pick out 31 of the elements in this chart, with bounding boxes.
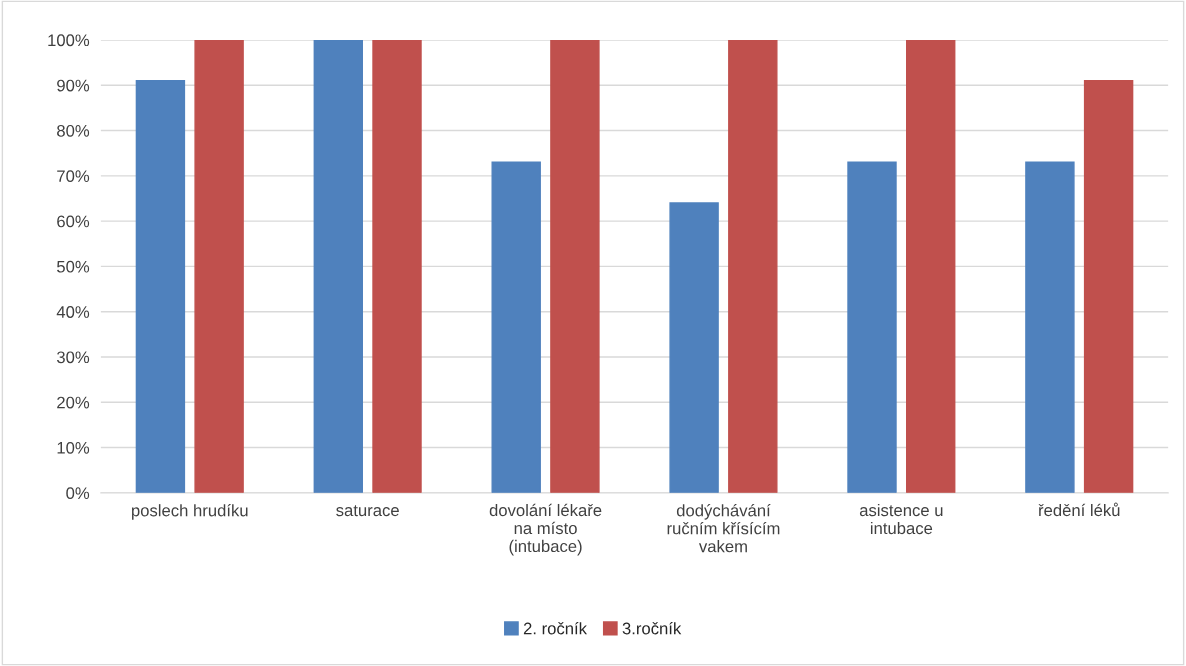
y-tick-label: 70% — [57, 170, 90, 183]
y-tick-label: 40% — [56, 306, 90, 318]
bar — [669, 202, 719, 493]
bar — [194, 39, 244, 493]
bar — [135, 80, 186, 493]
bar — [491, 161, 541, 493]
y-tick-label: 100% — [48, 34, 90, 47]
bar — [906, 39, 956, 493]
x-tick-label: ředění léků — [1038, 502, 1120, 517]
bar — [1083, 80, 1134, 493]
legend-label: 3.ročník — [622, 621, 682, 635]
x-tick-label: dovolání lékaře na místo (intubace) — [489, 503, 602, 556]
x-tick-label: saturace — [336, 505, 399, 517]
bar — [1025, 161, 1075, 493]
bar — [847, 161, 897, 493]
bar — [550, 39, 600, 493]
legend-label: 2. ročník — [523, 621, 588, 635]
y-tick-label: 0% — [66, 487, 90, 500]
bar — [313, 39, 364, 493]
y-tick-label: 60% — [57, 215, 90, 228]
x-tick-label: asistence u intubace — [859, 503, 943, 535]
x-tick-label: poslech hrudíku — [132, 503, 248, 520]
y-tick-label: 50% — [57, 260, 90, 273]
y-tick-label: 30% — [56, 351, 90, 364]
x-tick-label: dodýchávání ručním křísícím vakem — [667, 503, 780, 553]
y-tick-label: 10% — [57, 441, 90, 454]
bar — [372, 39, 422, 493]
y-tick-label: 20% — [57, 396, 90, 409]
y-tick-label: 90% — [57, 79, 90, 92]
y-tick-label: 80% — [57, 124, 90, 137]
bar — [728, 39, 778, 493]
